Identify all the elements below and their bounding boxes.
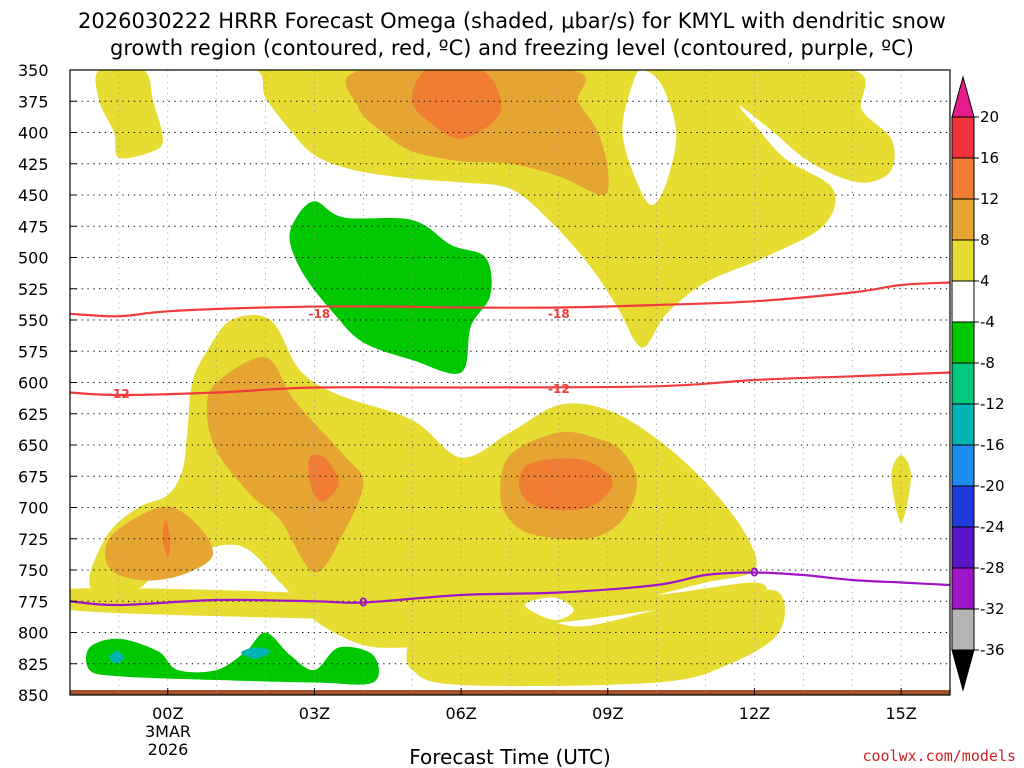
contour-line-0	[70, 571, 950, 607]
y-tick-label: 675	[18, 467, 49, 486]
omega-region-cyan-spot-right	[241, 647, 271, 659]
colorbar-label: 20	[980, 108, 999, 126]
colorbar-label: -8	[980, 354, 995, 372]
colorbar-label: -32	[980, 600, 1005, 618]
time-axis: 00Z 03Z 06Z 09Z 12Z 15Z	[152, 688, 917, 723]
omega-region-green-sink-low	[85, 632, 380, 685]
omega-region-red-spot-08z	[519, 458, 613, 511]
contour-label--18: -18	[308, 307, 330, 321]
x-tick-label: 06Z	[445, 704, 476, 723]
omega-region-red-spot-far-left	[162, 520, 171, 558]
colorbar-swatch	[951, 526, 975, 569]
colorbar-bottom-arrow	[951, 649, 975, 692]
date-label-year: 2026	[148, 740, 189, 759]
colorbar-swatch	[951, 444, 975, 487]
y-tick-label: 400	[18, 124, 49, 143]
pressure-axis: 350 375 400 425 450 475 500 525 550 575 600 625 650 6…	[18, 61, 77, 705]
contour-line--18	[70, 281, 950, 318]
credit-label: coolwx.com/models	[862, 747, 1016, 765]
colorbar-label: -20	[980, 477, 1005, 495]
y-tick-label: 750	[18, 561, 49, 580]
colorbar-swatch	[951, 239, 975, 282]
y-tick-label: 425	[18, 155, 49, 174]
colorbar-label: -28	[980, 559, 1005, 577]
colorbar-swatch	[951, 280, 975, 323]
omega-region-cyan-spot-left	[109, 651, 124, 664]
colorbar-label: -4	[980, 313, 995, 331]
omega-region-green-sink-mid	[289, 201, 492, 374]
colorbar-top-arrow	[951, 75, 975, 118]
omega-region-lower-orange-far-left	[105, 506, 213, 581]
y-tick-label: 550	[18, 311, 49, 330]
omega-region-lower-yellow-base	[401, 589, 785, 687]
colorbar-label: 4	[980, 272, 990, 290]
colorbar-label: 8	[980, 231, 990, 249]
omega-region-lower-white-notch	[524, 597, 574, 621]
omega-region-white-gap	[622, 70, 677, 205]
terrain-band	[70, 690, 950, 695]
omega-region-upper-yellow-left	[95, 70, 163, 159]
x-axis-label: Forecast Time (UTC)	[409, 745, 611, 768]
y-tick-label: 850	[18, 686, 49, 705]
colorbar-label: -16	[980, 436, 1005, 454]
contour-label--18: -18	[548, 307, 570, 321]
colorbar-swatch	[951, 362, 975, 405]
y-tick-label: 650	[18, 436, 49, 455]
omega-region-upper-red-orange	[412, 70, 502, 139]
temperature-contours: -18 -18 -12 -12 0 0	[70, 281, 950, 610]
colorbar-swatch	[951, 567, 975, 610]
x-tick-label: 09Z	[592, 704, 623, 723]
chart-title-line-2: growth region (contoured, red, ºC) and f…	[110, 36, 914, 60]
chart-title-line-1: 2026030222 HRRR Forecast Omega (shaded, …	[78, 9, 946, 33]
y-tick-label: 725	[18, 530, 49, 549]
x-tick-label: 00Z	[152, 704, 183, 723]
colorbar-label: 16	[980, 149, 999, 167]
y-tick-label: 350	[18, 61, 49, 80]
colorbar-swatch	[951, 116, 975, 159]
colorbar-swatch	[951, 157, 975, 200]
colorbar: 20 16 12 8 4 -4 -8 -12 -16 -20 -24 -28 -32 -36	[951, 75, 1005, 692]
colorbar-label: 12	[980, 190, 999, 208]
omega-shading	[70, 70, 911, 687]
date-label-month: 3MAR	[145, 722, 191, 741]
x-tick-label: 15Z	[885, 704, 916, 723]
colorbar-swatch	[951, 403, 975, 446]
y-tick-label: 825	[18, 655, 49, 674]
contour-label--12: -12	[548, 382, 570, 396]
colorbar-label: -24	[980, 518, 1005, 536]
colorbar-swatch	[951, 485, 975, 528]
colorbar-label: -12	[980, 395, 1005, 413]
omega-region-lower-orange-left	[206, 357, 364, 573]
colorbar-swatch	[951, 608, 975, 651]
y-tick-label: 600	[18, 374, 49, 393]
contour-label--12: -12	[108, 387, 130, 401]
y-tick-label: 475	[18, 217, 49, 236]
y-tick-label: 625	[18, 405, 49, 424]
y-tick-label: 775	[18, 592, 49, 611]
omega-region-upper-yellow-right	[691, 70, 895, 183]
y-tick-label: 575	[18, 342, 49, 361]
y-tick-label: 500	[18, 249, 49, 268]
y-tick-label: 700	[18, 499, 49, 518]
colorbar-label: -36	[980, 641, 1005, 659]
y-tick-label: 525	[18, 280, 49, 299]
contour-label-0: 0	[750, 566, 758, 580]
contour-label-0: 0	[359, 596, 367, 610]
y-tick-label: 450	[18, 186, 49, 205]
y-tick-label: 800	[18, 624, 49, 643]
omega-region-lower-yellow-stripe	[70, 582, 767, 627]
x-tick-label: 03Z	[299, 704, 330, 723]
y-tick-label: 375	[18, 92, 49, 111]
colorbar-swatch	[951, 321, 975, 364]
omega-region-red-spot-03z	[308, 454, 339, 502]
x-tick-label: 12Z	[739, 704, 770, 723]
contour-line--12	[70, 371, 950, 397]
colorbar-swatch	[951, 198, 975, 241]
terrain-surface	[70, 690, 950, 695]
